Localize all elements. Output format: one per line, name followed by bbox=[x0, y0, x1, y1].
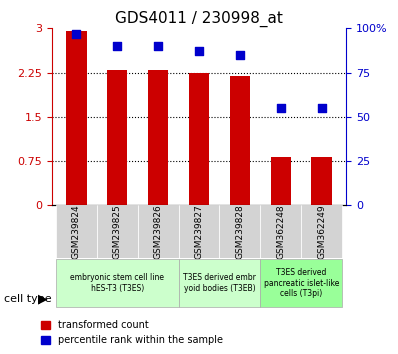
Bar bbox=[271, 157, 291, 205]
Legend: transformed count, percentile rank within the sample: transformed count, percentile rank withi… bbox=[37, 316, 227, 349]
FancyBboxPatch shape bbox=[219, 205, 260, 258]
FancyBboxPatch shape bbox=[97, 205, 138, 258]
Bar bbox=[230, 75, 250, 205]
FancyBboxPatch shape bbox=[301, 205, 342, 258]
Text: ▶: ▶ bbox=[38, 293, 47, 306]
FancyBboxPatch shape bbox=[260, 205, 301, 258]
Point bbox=[196, 48, 202, 54]
Text: GSM239824: GSM239824 bbox=[72, 205, 81, 259]
FancyBboxPatch shape bbox=[138, 205, 179, 258]
Bar bbox=[148, 70, 168, 205]
Text: T3ES derived embr
yoid bodies (T3EB): T3ES derived embr yoid bodies (T3EB) bbox=[183, 274, 256, 293]
Text: GSM239826: GSM239826 bbox=[154, 205, 163, 259]
Bar bbox=[312, 157, 332, 205]
FancyBboxPatch shape bbox=[56, 259, 179, 307]
Bar bbox=[66, 31, 86, 205]
Text: GSM239825: GSM239825 bbox=[113, 205, 122, 259]
Point bbox=[155, 43, 161, 49]
Text: embryonic stem cell line
hES-T3 (T3ES): embryonic stem cell line hES-T3 (T3ES) bbox=[70, 274, 164, 293]
Text: GSM362249: GSM362249 bbox=[317, 205, 326, 259]
FancyBboxPatch shape bbox=[179, 259, 260, 307]
Point bbox=[237, 52, 243, 58]
Text: GSM239827: GSM239827 bbox=[195, 205, 203, 259]
Bar bbox=[189, 73, 209, 205]
FancyBboxPatch shape bbox=[179, 205, 219, 258]
Point bbox=[73, 31, 80, 36]
Text: T3ES derived
pancreatic islet-like
cells (T3pi): T3ES derived pancreatic islet-like cells… bbox=[263, 268, 339, 298]
Text: GDS4011 / 230998_at: GDS4011 / 230998_at bbox=[115, 11, 283, 27]
Bar bbox=[107, 70, 127, 205]
FancyBboxPatch shape bbox=[56, 205, 97, 258]
Point bbox=[278, 105, 284, 111]
Point bbox=[318, 105, 325, 111]
Point bbox=[114, 43, 120, 49]
FancyBboxPatch shape bbox=[260, 259, 342, 307]
Text: cell type: cell type bbox=[4, 294, 52, 304]
Text: GSM362248: GSM362248 bbox=[276, 205, 285, 259]
Text: GSM239828: GSM239828 bbox=[235, 205, 244, 259]
